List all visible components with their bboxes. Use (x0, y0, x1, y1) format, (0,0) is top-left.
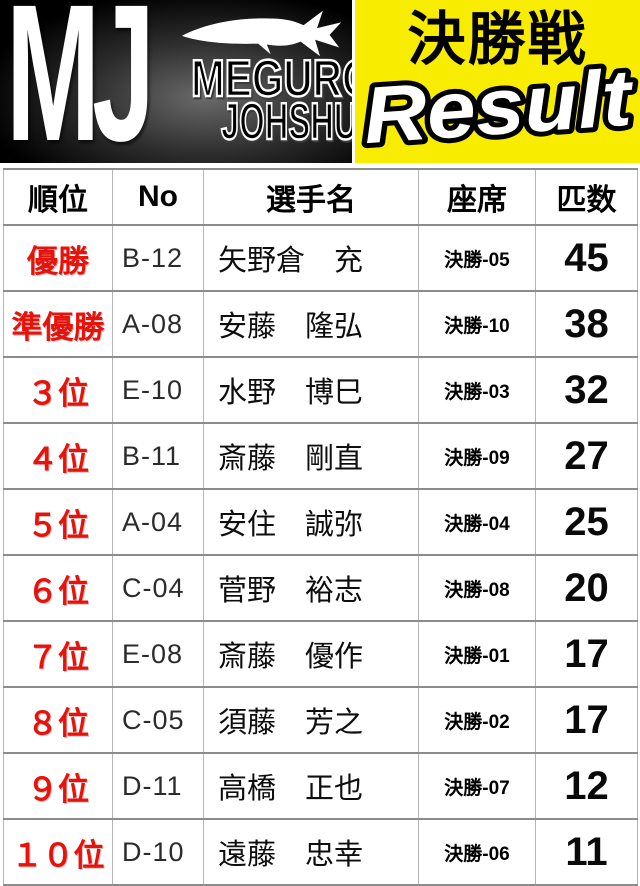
no-cell: A-08 (112, 290, 204, 358)
name-cell: 水野 博巳 (203, 356, 419, 424)
table-row: ７位 E-08 斎藤 優作 決勝-01 17 (3, 620, 638, 688)
result-wordmark: Result (355, 58, 640, 163)
rank-cell: １０位 (3, 818, 113, 886)
seat-cell: 決勝-02 (418, 686, 536, 754)
table-row: ６位 C-04 菅野 裕志 決勝-08 20 (3, 554, 638, 622)
name-cell: 遠藤 忠幸 (203, 818, 419, 886)
rank-cell: ８位 (3, 686, 113, 754)
no-cell: C-05 (112, 686, 204, 754)
header-rank: 順位 (3, 168, 113, 226)
table-row: 準優勝 A-08 安藤 隆弘 決勝-10 38 (3, 290, 638, 358)
mj-logo-letters: MJ (6, 0, 155, 163)
rank-cell: ７位 (3, 620, 113, 688)
header-banner: MJ MEGURO JOHSHUYA 決勝戦 Result (0, 0, 640, 163)
header-no: No (112, 168, 204, 226)
header-seat: 座席 (418, 168, 536, 226)
no-cell: A-04 (112, 488, 204, 556)
table-row: ８位 C-05 須藤 芳之 決勝-02 17 (3, 686, 638, 754)
name-cell: 高橋 正也 (203, 752, 419, 820)
seat-cell: 決勝-09 (418, 422, 536, 490)
rank-cell: ４位 (3, 422, 113, 490)
title-panel: 決勝戦 Result (355, 0, 640, 163)
logo-line-meguro: MEGURO (190, 50, 352, 108)
title-japanese: 決勝戦 (407, 7, 588, 72)
no-cell: C-04 (112, 554, 204, 622)
fish-silhouette-icon (181, 10, 342, 57)
no-cell: D-10 (112, 818, 204, 886)
rank-cell: ３位 (3, 356, 113, 424)
seat-cell: 決勝-05 (418, 224, 536, 292)
count-cell: 45 (535, 224, 638, 292)
seat-cell: 決勝-06 (418, 818, 536, 886)
seat-cell: 決勝-08 (418, 554, 536, 622)
rank-cell: ９位 (3, 752, 113, 820)
header-count: 匹数 (535, 168, 638, 226)
result-text: Result (360, 58, 637, 160)
table-row: １０位 D-10 遠藤 忠幸 決勝-06 11 (3, 818, 638, 886)
name-cell: 斎藤 優作 (203, 620, 419, 688)
table-row: ５位 A-04 安住 誠弥 決勝-04 25 (3, 488, 638, 556)
count-cell: 17 (535, 620, 638, 688)
name-cell: 矢野倉 充 (203, 224, 419, 292)
seat-cell: 決勝-01 (418, 620, 536, 688)
seat-cell: 決勝-04 (418, 488, 536, 556)
no-cell: B-11 (112, 422, 204, 490)
count-cell: 12 (535, 752, 638, 820)
name-cell: 安住 誠弥 (203, 488, 419, 556)
seat-cell: 決勝-10 (418, 290, 536, 358)
name-cell: 安藤 隆弘 (203, 290, 419, 358)
mj-logo: MJ MEGURO JOHSHUYA (0, 0, 352, 163)
seat-cell: 決勝-03 (418, 356, 536, 424)
name-cell: 須藤 芳之 (203, 686, 419, 754)
header-name: 選手名 (203, 168, 419, 226)
table-row: ３位 E-10 水野 博巳 決勝-03 32 (3, 356, 638, 424)
no-cell: B-12 (112, 224, 204, 292)
rank-cell: 優勝 (3, 224, 113, 292)
table-header-row: 順位 No 選手名 座席 匹数 (3, 168, 638, 226)
seat-cell: 決勝-07 (418, 752, 536, 820)
name-cell: 菅野 裕志 (203, 554, 419, 622)
name-cell: 斎藤 剛直 (203, 422, 419, 490)
logo-line-johshuya: JOHSHUYA (220, 92, 352, 151)
count-cell: 11 (535, 818, 638, 886)
rank-cell: ５位 (3, 488, 113, 556)
count-cell: 32 (535, 356, 638, 424)
no-cell: E-08 (112, 620, 204, 688)
table-row: ４位 B-11 斎藤 剛直 決勝-09 27 (3, 422, 638, 490)
table-row: 優勝 B-12 矢野倉 充 決勝-05 45 (3, 224, 638, 292)
results-table: 順位 No 選手名 座席 匹数 優勝 B-12 矢野倉 充 決勝-05 45 準… (3, 168, 638, 886)
rank-cell: 準優勝 (3, 290, 113, 358)
count-cell: 27 (535, 422, 638, 490)
rank-cell: ６位 (3, 554, 113, 622)
logo-wordmark: MEGURO JOHSHUYA (147, 50, 352, 151)
count-cell: 25 (535, 488, 638, 556)
no-cell: E-10 (112, 356, 204, 424)
count-cell: 38 (535, 290, 638, 358)
table-row: ９位 D-11 高橋 正也 決勝-07 12 (3, 752, 638, 820)
count-cell: 17 (535, 686, 638, 754)
no-cell: D-11 (112, 752, 204, 820)
count-cell: 20 (535, 554, 638, 622)
